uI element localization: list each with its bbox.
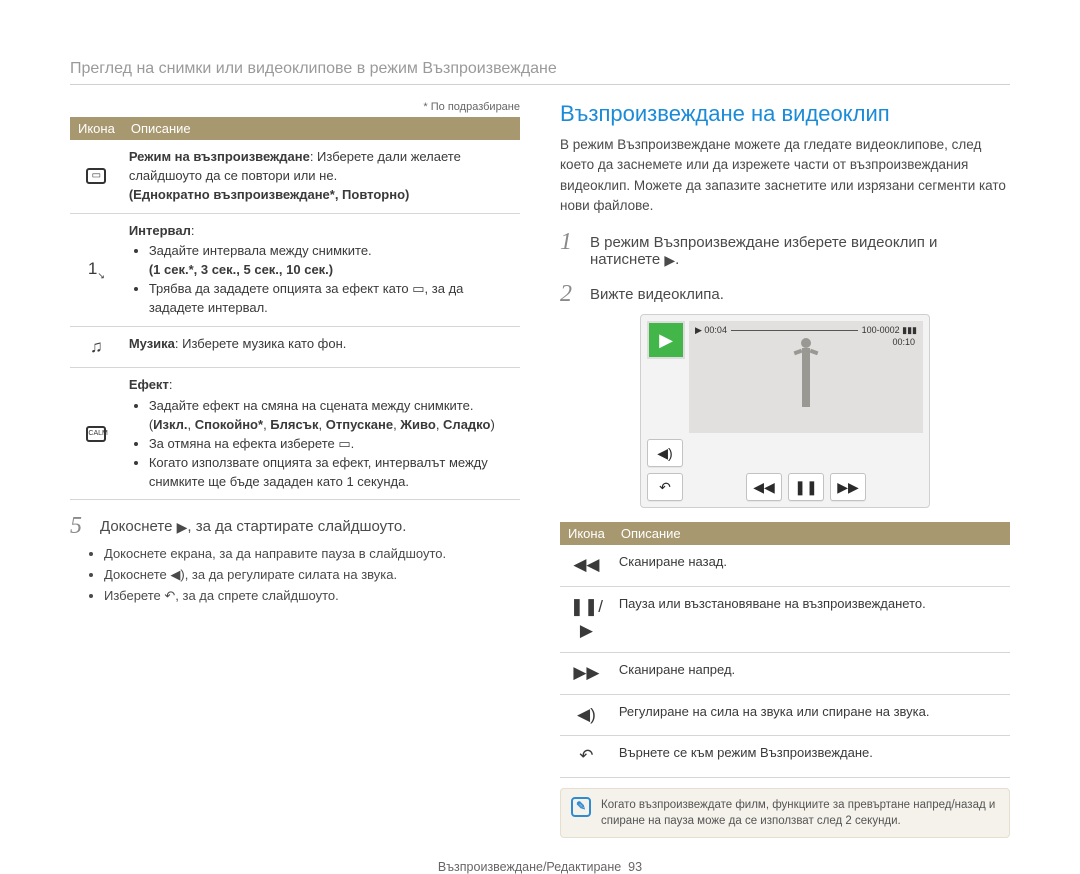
page-title: Преглед на снимки или видеоклипове в реж… bbox=[70, 60, 1010, 85]
step-1-text-b: . bbox=[675, 251, 679, 268]
col-header-desc: Описание bbox=[123, 117, 520, 140]
return-icon: ↶ bbox=[560, 736, 613, 778]
col-header-icon: Икона bbox=[70, 117, 123, 140]
options-table: Икона Описание ▭ Режим на възпроизвеждан… bbox=[70, 117, 520, 500]
effect-icon: CALM bbox=[70, 368, 123, 500]
row-return: Върнете се към режим Възпроизвеждане. bbox=[613, 736, 1010, 778]
section-heading: Възпроизвеждане на видеоклип bbox=[560, 101, 1010, 127]
col-header-desc: Описание bbox=[613, 522, 1010, 545]
step-number: 2 bbox=[560, 282, 580, 306]
row-volume: Регулиране на сила на звука или спиране … bbox=[613, 694, 1010, 736]
figure-silhouette bbox=[791, 335, 821, 415]
rewind-button[interactable]: ◀◀ bbox=[746, 473, 782, 501]
intro-paragraph: В режим Възпроизвеждане можете да гледат… bbox=[560, 135, 1010, 216]
right-column: Възпроизвеждане на видеоклип В режим Въз… bbox=[560, 101, 1010, 838]
player-screen: ▶ 00:04 100-0002 ▮▮▮ 00:10 bbox=[689, 321, 923, 433]
step-5-text-a: Докоснете bbox=[100, 518, 177, 535]
note-text: Когато възпроизвеждате филм, функциите з… bbox=[601, 797, 999, 829]
row-effect: Ефект: Задайте ефект на смяна на сцената… bbox=[123, 368, 520, 500]
col-header-icon: Икона bbox=[560, 522, 613, 545]
step-5-bullets: Докоснете екрана, за да направите пауза … bbox=[70, 544, 520, 606]
play-icon: ▶ bbox=[177, 520, 188, 534]
controls-table: Икона Описание ◀◀Сканиране назад. ❚❚/▶Па… bbox=[560, 522, 1010, 778]
play-icon: ▶ bbox=[664, 253, 675, 267]
row-rewind: Сканиране назад. bbox=[613, 545, 1010, 586]
step-1-text-a: В режим Възпроизвеждане изберете видеокл… bbox=[590, 234, 937, 268]
row-pause-play: Пауза или възстановяване на възпроизвежд… bbox=[613, 586, 1010, 652]
play-button[interactable]: ▶ bbox=[647, 321, 685, 359]
forward-icon: ▶▶ bbox=[560, 652, 613, 694]
bullet-pause: Докоснете екрана, за да направите пауза … bbox=[104, 544, 520, 565]
page-footer: Възпроизвеждане/Редактиране 93 bbox=[70, 860, 1010, 874]
step-5: 5 Докоснете ▶, за да стартирате слайдшоу… bbox=[70, 514, 520, 538]
video-player: ▶ ▶ 00:04 100-0002 ▮▮▮ 00:10 bbox=[640, 314, 930, 508]
row-interval: Интервал: Задайте интервала между снимки… bbox=[123, 213, 520, 326]
elapsed-time: ▶ 00:04 bbox=[695, 325, 727, 336]
repeat-icon: ▭ bbox=[70, 140, 123, 213]
row-playback-mode: Режим на възпроизвеждане: Изберете дали … bbox=[123, 140, 520, 213]
total-time: 00:10 bbox=[892, 337, 915, 347]
info-icon: ✎ bbox=[571, 797, 591, 817]
left-column: * По подразбиране Икона Описание ▭ Режим… bbox=[70, 101, 520, 838]
file-info: 100-0002 ▮▮▮ bbox=[862, 325, 917, 336]
pause-play-icon: ❚❚/▶ bbox=[560, 586, 613, 652]
forward-button[interactable]: ▶▶ bbox=[830, 473, 866, 501]
step-2: 2 Вижте видеоклипа. bbox=[560, 282, 1010, 306]
back-button[interactable]: ↶ bbox=[647, 473, 683, 501]
row-forward: Сканиране напред. bbox=[613, 652, 1010, 694]
note-box: ✎ Когато възпроизвеждате филм, функциите… bbox=[560, 788, 1010, 838]
step-1: 1 В режим Възпроизвеждане изберете видео… bbox=[560, 230, 1010, 268]
step-number: 1 bbox=[560, 230, 580, 254]
volume-icon: ◀) bbox=[560, 694, 613, 736]
defaults-note: * По подразбиране bbox=[70, 101, 520, 113]
step-2-text: Вижте видеоклипа. bbox=[590, 282, 724, 303]
interval-icon: 1↘ bbox=[70, 213, 123, 326]
pause-button[interactable]: ❚❚ bbox=[788, 473, 824, 501]
bullet-stop: Изберете ↶, за да спрете слайдшоуто. bbox=[104, 586, 520, 607]
row-music: Музика: Изберете музика като фон. bbox=[123, 326, 520, 368]
step-5-text-b: , за да стартирате слайдшоуто. bbox=[187, 518, 406, 535]
rewind-icon: ◀◀ bbox=[560, 545, 613, 586]
music-icon: ♫ bbox=[70, 326, 123, 368]
bullet-volume: Докоснете ◀), за да регулирате силата на… bbox=[104, 565, 520, 586]
volume-button[interactable]: ◀) bbox=[647, 439, 683, 467]
step-number: 5 bbox=[70, 514, 90, 538]
